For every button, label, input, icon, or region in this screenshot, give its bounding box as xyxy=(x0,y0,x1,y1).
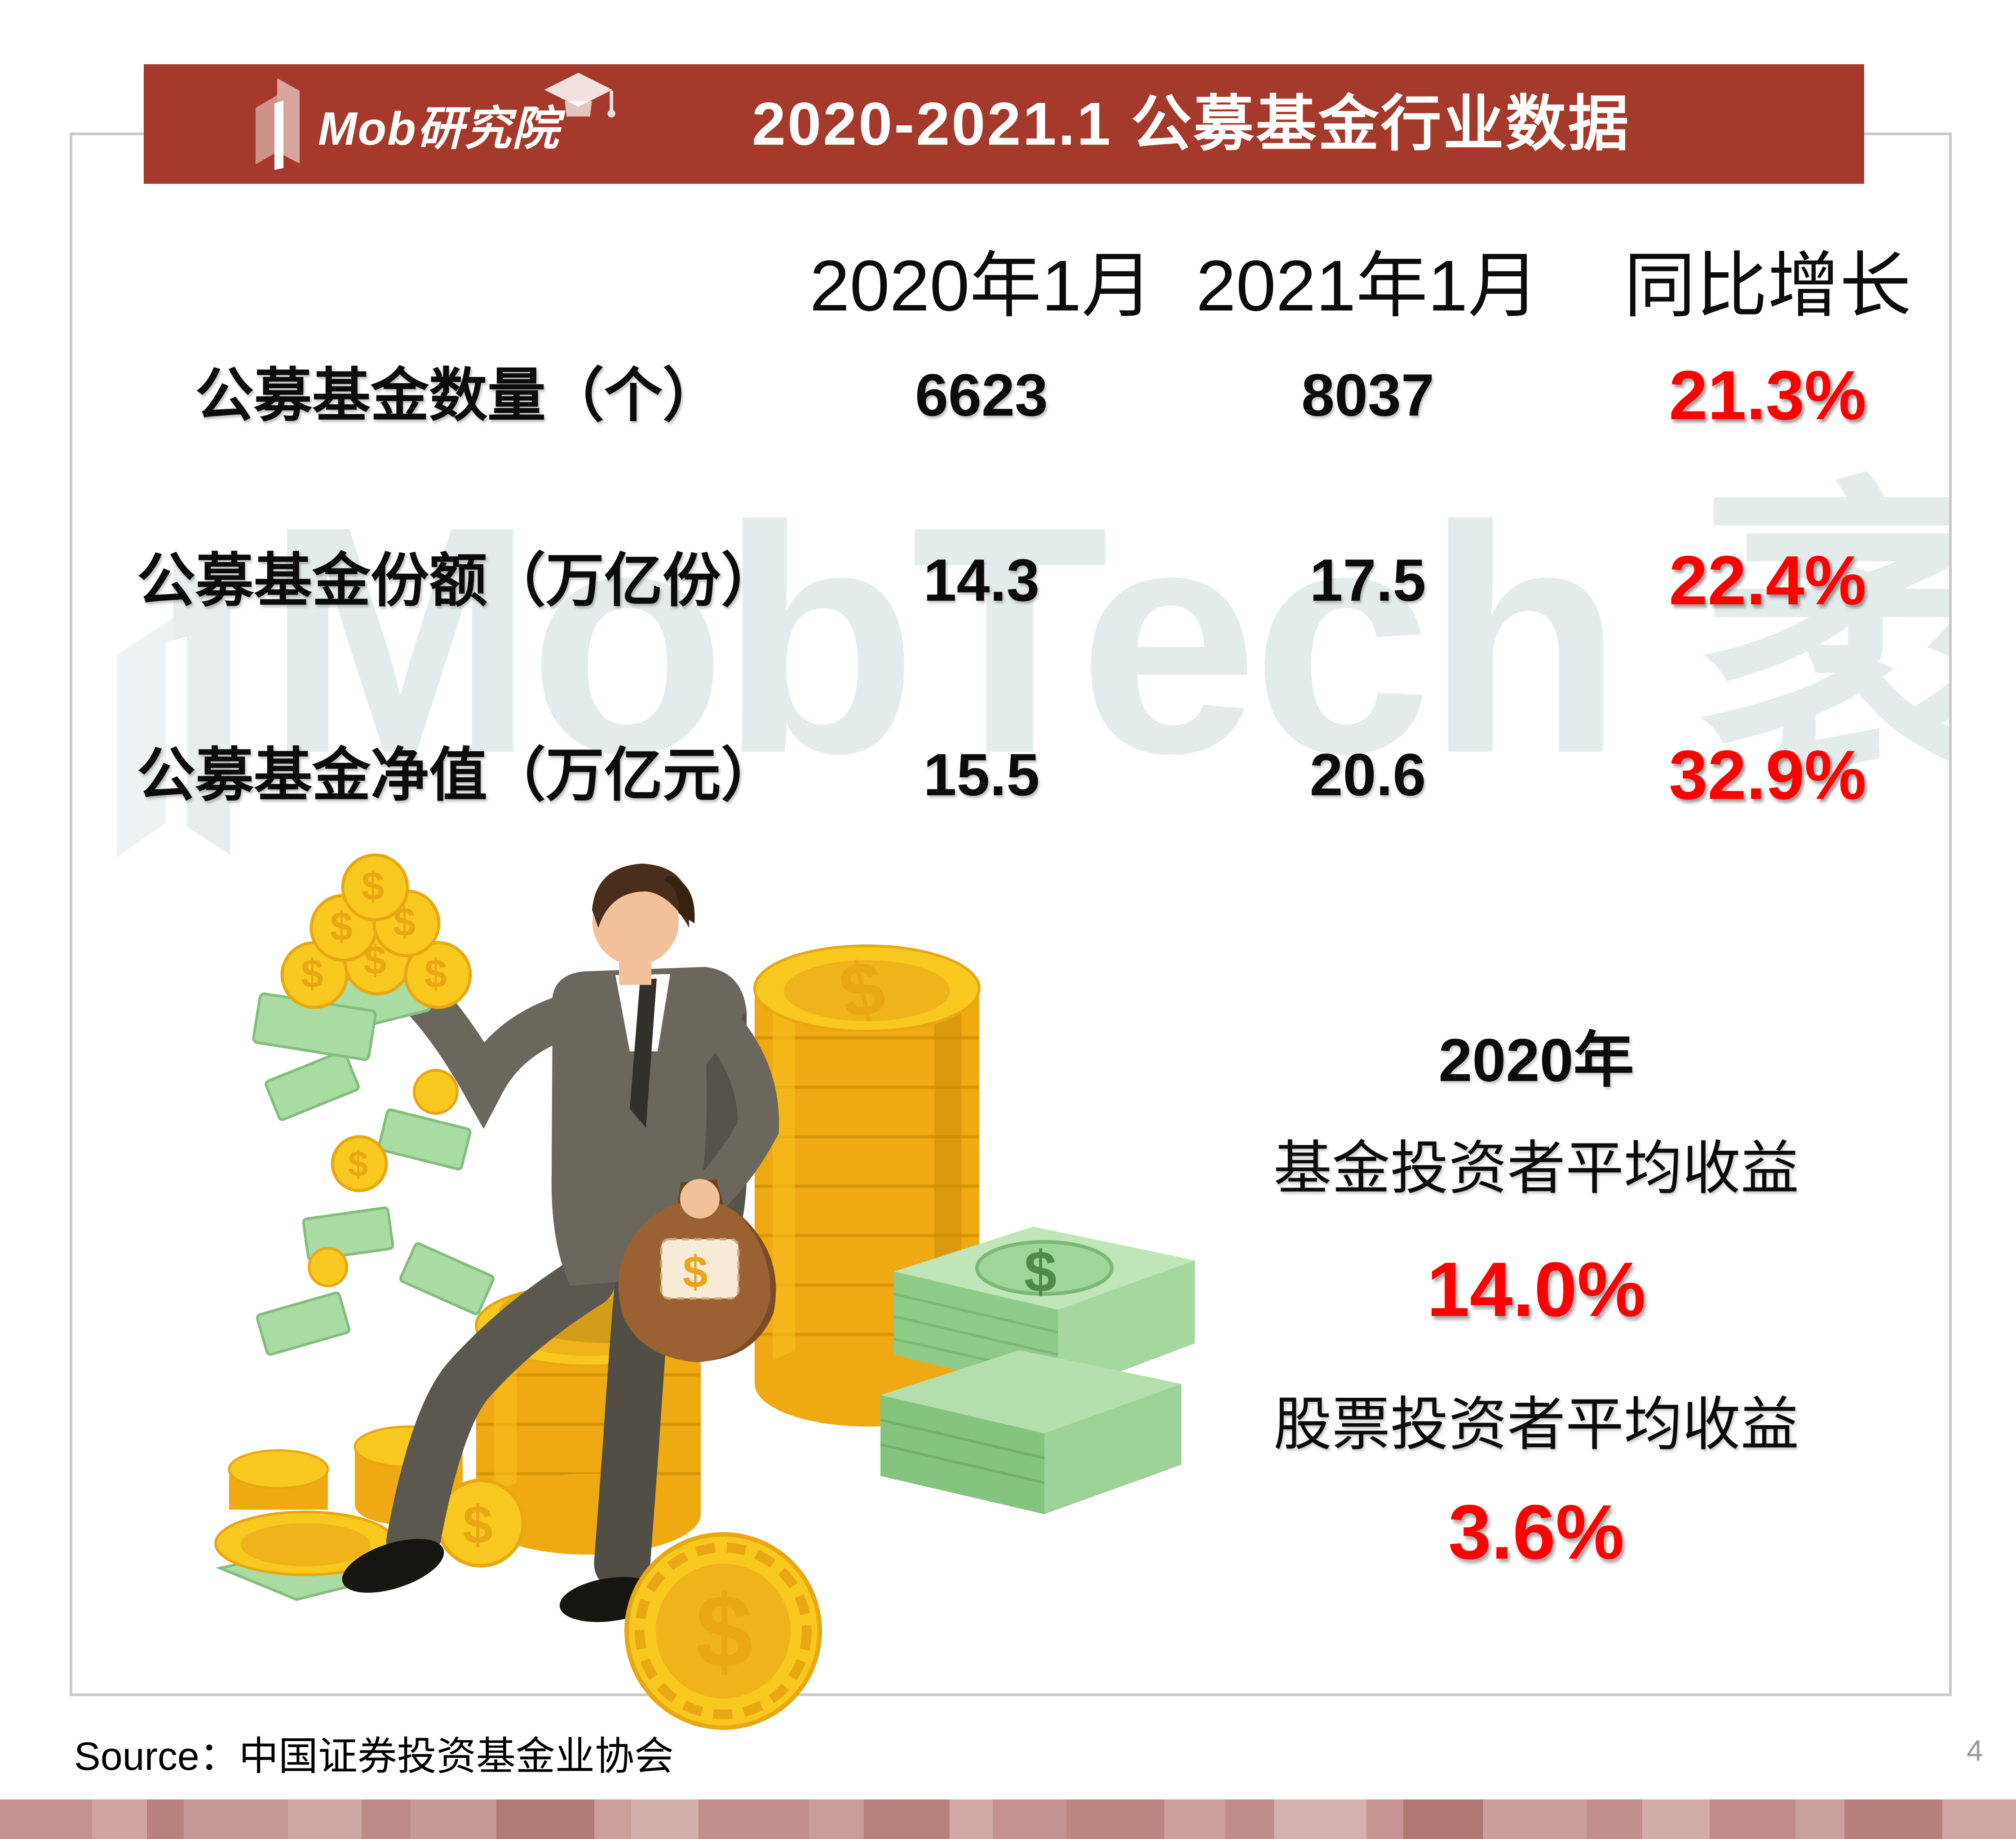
banknote-bundles: $ xyxy=(880,1227,1195,1514)
title-banner: Mob研究院 2020-2021.1 公募基金行业数据 xyxy=(144,64,1864,184)
fund-count-2021: 8037 xyxy=(1301,362,1434,429)
falling-money: $ xyxy=(256,1050,495,1356)
fund-investor-return-value: 14.0% xyxy=(1427,1246,1646,1333)
strip-block xyxy=(1366,1799,1403,1839)
strip-block xyxy=(594,1799,632,1839)
fund-count-growth: 21.3% xyxy=(1669,356,1866,434)
strip-block xyxy=(1942,1799,2016,1839)
svg-text:$: $ xyxy=(695,1573,753,1689)
svg-text:$: $ xyxy=(463,1495,493,1555)
hand-coin-pile: $ $ $ $ $ $ xyxy=(252,853,472,1061)
mob-research-logo: Mob研究院 xyxy=(249,75,560,173)
strip-block xyxy=(361,1799,411,1839)
strip-block xyxy=(950,1799,993,1839)
page-number: 4 xyxy=(1967,1734,1983,1767)
source-note: Source：中国证券投资基金业协会 xyxy=(74,1734,674,1778)
row-label-fund-nav: 公募基金净值（万亿元） xyxy=(137,742,779,808)
fund-nav-2021: 20.6 xyxy=(1309,742,1426,808)
column-header-2021: 2021年1月 xyxy=(1196,245,1540,326)
svg-text:$: $ xyxy=(301,952,323,997)
slide-title: 2020-2021.1 公募基金行业数据 xyxy=(752,90,1631,158)
fund-nav-2020: 15.5 xyxy=(923,742,1040,808)
stock-investor-return-value: 3.6% xyxy=(1448,1489,1625,1575)
strip-block xyxy=(699,1799,809,1839)
strip-block xyxy=(1709,1799,1795,1839)
strip-block xyxy=(288,1799,362,1839)
highlight-year: 2020年 xyxy=(1438,1026,1634,1094)
svg-text:$: $ xyxy=(424,952,447,997)
strip-block xyxy=(184,1799,288,1839)
strip-block xyxy=(631,1799,699,1839)
money-illustration: $ $ xyxy=(214,853,1195,1730)
footer-strip xyxy=(0,1799,2016,1839)
fund-nav-growth: 32.9% xyxy=(1669,736,1866,814)
strip-block xyxy=(809,1799,864,1839)
front-coin: $ xyxy=(624,1532,822,1730)
column-header-2020: 2020年1月 xyxy=(809,245,1154,326)
svg-text:$: $ xyxy=(683,1247,708,1297)
strip-block xyxy=(0,1799,92,1839)
svg-text:$: $ xyxy=(364,938,386,983)
svg-text:$: $ xyxy=(362,864,384,909)
strip-block xyxy=(1844,1799,1943,1839)
svg-text:$: $ xyxy=(348,1144,368,1184)
strip-block xyxy=(410,1799,496,1839)
fund-count-2020: 6623 xyxy=(915,362,1048,429)
fund-shares-2020: 14.3 xyxy=(923,547,1040,614)
row-label-fund-count: 公募基金数量（个） xyxy=(195,363,721,428)
fund-shares-growth: 22.4% xyxy=(1669,541,1866,619)
strip-block xyxy=(1164,1799,1226,1839)
strip-block xyxy=(1642,1799,1710,1839)
svg-text:$: $ xyxy=(393,900,416,945)
graduation-cap-icon xyxy=(544,72,615,118)
fund-shares-2021: 17.5 xyxy=(1309,547,1426,614)
strip-block xyxy=(496,1799,595,1839)
strip-block xyxy=(1225,1799,1275,1839)
strip-block xyxy=(1795,1799,1845,1839)
strip-block xyxy=(147,1799,184,1839)
strip-block xyxy=(1274,1799,1367,1839)
strip-block xyxy=(92,1799,147,1839)
strip-block xyxy=(1066,1799,1164,1839)
column-header-growth: 同比增长 xyxy=(1623,245,1911,326)
fund-investor-return-label: 基金投资者平均收益 xyxy=(1273,1135,1799,1201)
money-bag: $ xyxy=(618,1179,776,1362)
svg-text:$: $ xyxy=(1024,1239,1057,1304)
svg-text:$: $ xyxy=(330,904,353,949)
strip-block xyxy=(1483,1799,1587,1839)
strip-block xyxy=(1403,1799,1483,1839)
strip-block xyxy=(1587,1799,1642,1839)
row-label-fund-shares: 公募基金份额（万亿份） xyxy=(137,548,779,613)
strip-block xyxy=(864,1799,950,1839)
building-icon xyxy=(256,78,300,170)
logo-text: Mob研究院 xyxy=(318,102,560,155)
strip-block xyxy=(992,1799,1066,1839)
stock-investor-return-label: 股票投资者平均收益 xyxy=(1273,1391,1799,1457)
